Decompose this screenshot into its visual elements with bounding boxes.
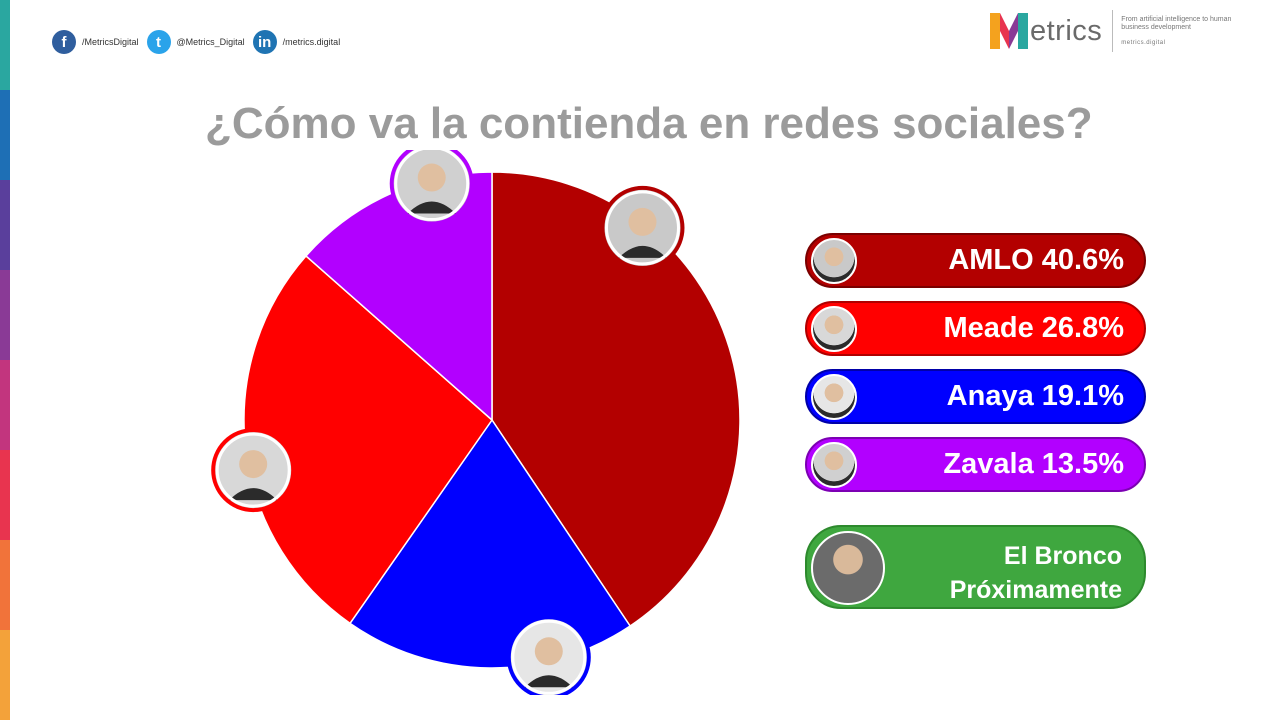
logo-url: metrics.digital <box>1121 40 1166 46</box>
social-linkedin[interactable]: in /metrics.digital <box>252 30 341 54</box>
twitter-icon: t <box>146 30 171 54</box>
legend-item-meade: Meade 26.8% <box>805 301 1146 356</box>
logo-divider <box>1112 10 1114 52</box>
metrics-m-icon <box>990 13 1028 49</box>
legend-label: AMLO 40.6% <box>948 244 1124 276</box>
facebook-handle: /MetricsDigital <box>82 37 139 47</box>
linkedin-handle: /metrics.digital <box>282 37 341 47</box>
legend-item-anaya: Anaya 19.1% <box>805 369 1146 424</box>
avatar <box>811 306 857 352</box>
legend-label: Meade 26.8% <box>943 312 1124 344</box>
pie-slice-zavala <box>304 171 493 422</box>
avatar-anaya <box>506 615 591 695</box>
legend-item-amlo: AMLO 40.6% <box>805 233 1146 288</box>
bronco-status: Próximamente <box>949 576 1122 604</box>
legend-item-el-bronco: El Bronco Próximamente <box>805 525 1146 609</box>
legend-label: Zavala 13.5% <box>943 448 1124 480</box>
pie-slice-amlo <box>491 171 741 628</box>
social-facebook[interactable]: f /MetricsDigital <box>52 30 139 54</box>
avatar-meade <box>211 428 296 513</box>
linkedin-icon: in <box>252 30 277 54</box>
legend-item-zavala: Zavala 13.5% <box>805 437 1146 492</box>
logo-wordmark: etrics <box>1030 14 1103 47</box>
social-twitter[interactable]: t @Metrics_Digital <box>146 30 245 54</box>
page-title: ¿Cómo va la contienda en redes sociales? <box>205 99 1093 148</box>
avatar <box>811 238 857 284</box>
bronco-name: El Bronco <box>1003 542 1122 570</box>
twitter-handle: @Metrics_Digital <box>176 37 245 47</box>
legend-label: Anaya 19.1% <box>946 380 1124 412</box>
social-links: f /MetricsDigital t @Metrics_Digital in … <box>52 30 348 54</box>
metrics-logo: etrics From artificial intelligence to h… <box>990 10 1241 52</box>
facebook-icon: f <box>52 30 76 54</box>
avatar-zavala <box>389 150 474 226</box>
pie-chart <box>211 150 741 695</box>
avatar <box>811 374 857 420</box>
pie-slice-anaya <box>348 418 632 669</box>
avatar-amlo <box>600 185 685 270</box>
logo-tagline: From artificial intelligence to human bu… <box>1121 16 1232 31</box>
avatar <box>811 442 857 488</box>
avatar <box>811 531 885 605</box>
brand-color-strip <box>0 0 10 720</box>
